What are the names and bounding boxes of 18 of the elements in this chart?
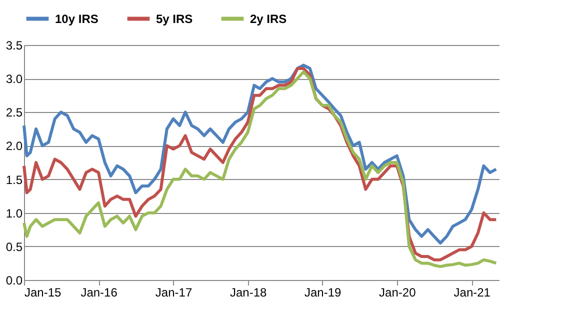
x-tick-label: Jan-16 (80, 286, 118, 300)
legend-label: 2y IRS (250, 12, 287, 26)
y-tick-label: 2.0 (6, 139, 23, 154)
x-tick-label: Jan-17 (155, 286, 192, 300)
x-tick-label: Jan-21 (454, 286, 491, 300)
y-tick-label: 3.5 (6, 38, 23, 52)
x-tick-label: Jan-19 (304, 286, 342, 300)
x-tick-label: Jan-18 (230, 286, 267, 300)
y-tick-label: 2.5 (6, 106, 23, 120)
legend-label: 10y IRS (55, 12, 98, 26)
y-tick-label: 3.0 (6, 72, 23, 86)
y-tick-label: 1.5 (6, 172, 23, 187)
x-tick-label: Jan-15 (24, 286, 62, 300)
legend-label: 5y IRS (156, 12, 193, 26)
y-tick-label: 0.0 (6, 274, 23, 288)
y-tick-label: 1.0 (6, 206, 23, 220)
y-tick-label: 0.5 (6, 240, 23, 254)
x-tick-label: Jan-20 (379, 286, 416, 300)
